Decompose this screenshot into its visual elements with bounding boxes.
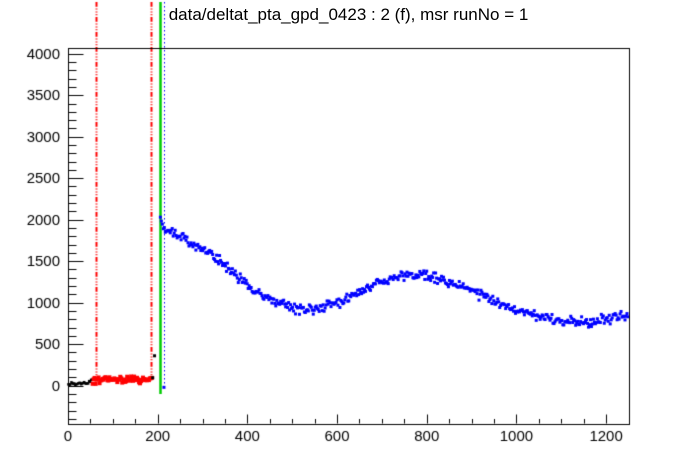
plot-canvas[interactable] — [0, 0, 698, 474]
musr-plot-window: data/deltat_pta_gpd_0423 : 2 (f), msr ru… — [0, 0, 698, 474]
